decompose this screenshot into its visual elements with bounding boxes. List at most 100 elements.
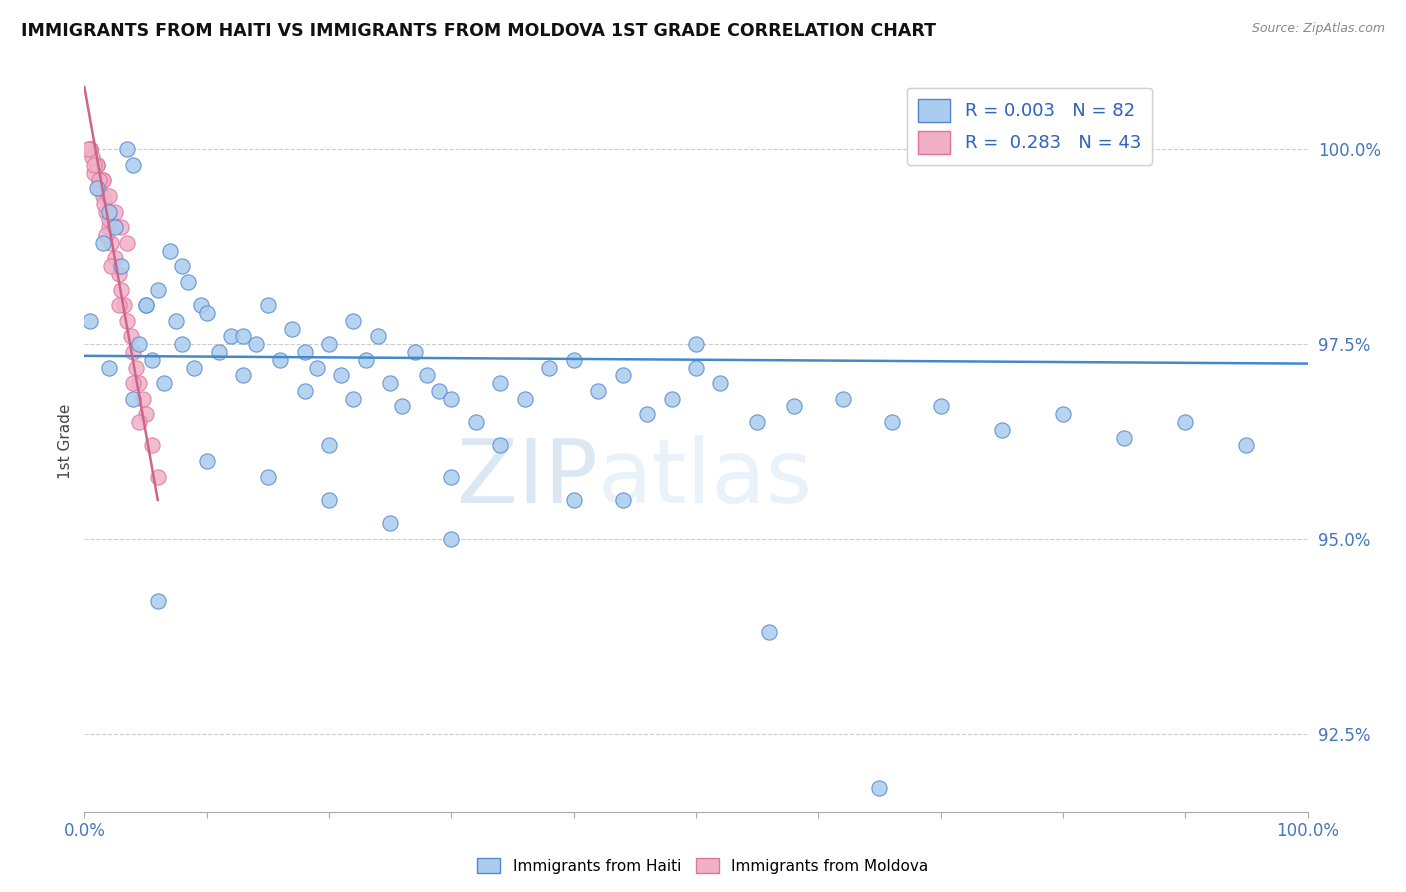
Point: [1052, 407, 1074, 421]
Point: [120, 329, 142, 343]
Point: [245, 337, 267, 351]
Point: [91, 235, 114, 250]
Point: [1114, 431, 1136, 445]
Point: [440, 392, 463, 406]
Point: [115, 314, 138, 328]
Point: [93, 197, 115, 211]
Point: [91, 173, 114, 187]
Point: [440, 532, 463, 546]
Point: [440, 469, 463, 483]
Point: [135, 298, 157, 312]
Legend: R = 0.003   N = 82, R =  0.283   N = 43: R = 0.003 N = 82, R = 0.283 N = 43: [907, 87, 1152, 165]
Point: [562, 493, 585, 508]
Point: [354, 352, 377, 367]
Point: [257, 298, 280, 312]
Point: [97, 189, 120, 203]
Text: IMMIGRANTS FROM HAITI VS IMMIGRANTS FROM MOLDOVA 1ST GRADE CORRELATION CHART: IMMIGRANTS FROM HAITI VS IMMIGRANTS FROM…: [21, 22, 936, 40]
Point: [96, 204, 118, 219]
Point: [79, 142, 101, 156]
Point: [122, 345, 145, 359]
Point: [367, 329, 389, 343]
Point: [747, 415, 769, 429]
Point: [122, 158, 145, 172]
Point: [146, 469, 169, 483]
Point: [183, 360, 205, 375]
Point: [83, 166, 105, 180]
Point: [91, 189, 114, 203]
Point: [416, 368, 439, 383]
Point: [391, 400, 413, 414]
Point: [128, 376, 150, 390]
Point: [195, 306, 218, 320]
Point: [110, 220, 132, 235]
Point: [318, 337, 340, 351]
Point: [991, 423, 1014, 437]
Point: [232, 329, 254, 343]
Point: [831, 392, 853, 406]
Point: [146, 283, 169, 297]
Point: [79, 142, 101, 156]
Point: [100, 259, 122, 273]
Point: [86, 158, 108, 172]
Point: [96, 227, 118, 242]
Point: [135, 407, 157, 421]
Point: [195, 454, 218, 468]
Point: [97, 360, 120, 375]
Point: [128, 337, 150, 351]
Point: [190, 298, 212, 312]
Point: [141, 438, 163, 452]
Point: [79, 142, 101, 156]
Point: [380, 516, 402, 531]
Point: [104, 204, 127, 219]
Point: [685, 337, 707, 351]
Point: [172, 337, 194, 351]
Point: [107, 267, 129, 281]
Point: [232, 368, 254, 383]
Point: [165, 314, 187, 328]
Point: [929, 400, 952, 414]
Text: atlas: atlas: [598, 435, 813, 522]
Text: Source: ZipAtlas.com: Source: ZipAtlas.com: [1251, 22, 1385, 36]
Legend: Immigrants from Haiti, Immigrants from Moldova: Immigrants from Haiti, Immigrants from M…: [471, 852, 935, 880]
Point: [107, 298, 129, 312]
Point: [141, 352, 163, 367]
Point: [294, 345, 316, 359]
Point: [342, 314, 364, 328]
Point: [612, 493, 634, 508]
Point: [104, 220, 127, 235]
Point: [104, 252, 127, 266]
Point: [146, 594, 169, 608]
Point: [380, 376, 402, 390]
Point: [125, 360, 148, 375]
Point: [880, 415, 903, 429]
Point: [86, 158, 108, 172]
Point: [135, 298, 157, 312]
Point: [128, 415, 150, 429]
Point: [586, 384, 609, 398]
Point: [636, 407, 658, 421]
Point: [172, 259, 194, 273]
Y-axis label: 1st Grade: 1st Grade: [58, 404, 73, 479]
Point: [661, 392, 683, 406]
Point: [208, 345, 231, 359]
Point: [318, 438, 340, 452]
Point: [87, 173, 110, 187]
Point: [342, 392, 364, 406]
Point: [159, 244, 181, 258]
Point: [100, 235, 122, 250]
Point: [97, 220, 120, 235]
Point: [115, 235, 138, 250]
Point: [294, 384, 316, 398]
Point: [77, 142, 100, 156]
Point: [97, 212, 120, 227]
Point: [758, 625, 780, 640]
Point: [330, 368, 353, 383]
Point: [80, 150, 103, 164]
Point: [177, 275, 200, 289]
Point: [464, 415, 486, 429]
Point: [87, 181, 110, 195]
Point: [404, 345, 426, 359]
Point: [219, 329, 242, 343]
Point: [869, 781, 891, 796]
Point: [122, 376, 145, 390]
